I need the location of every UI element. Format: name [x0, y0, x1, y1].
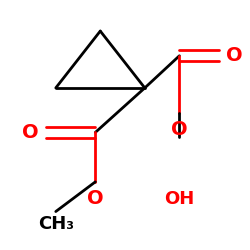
- Text: O: O: [87, 189, 104, 208]
- Text: O: O: [171, 120, 188, 139]
- Text: OH: OH: [164, 190, 194, 208]
- Text: O: O: [22, 123, 38, 142]
- Text: O: O: [226, 46, 243, 65]
- Text: CH₃: CH₃: [38, 215, 74, 233]
